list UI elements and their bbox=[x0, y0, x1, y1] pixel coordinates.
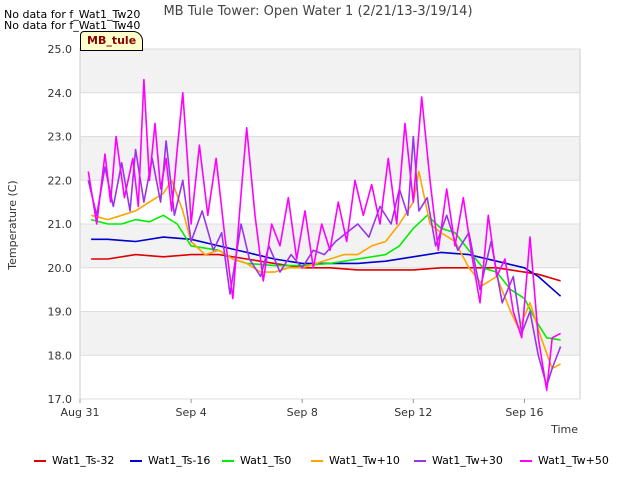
series-line-wat1-ts0 bbox=[90, 214, 561, 341]
x-tick-label: Sep 16 bbox=[505, 406, 543, 419]
y-tick-label: 23.0 bbox=[48, 131, 73, 144]
legend-swatch bbox=[34, 460, 46, 462]
legend-item: Wat1_Ts-32 bbox=[34, 454, 114, 468]
y-tick-label: 20.0 bbox=[48, 262, 73, 275]
series-lines bbox=[87, 78, 562, 392]
y-axis-ticks: 17.0 18.0 19.0 20.0 21.0 22.0 23.0 24.0 25.0 bbox=[48, 43, 73, 406]
y-tick-label: 18.0 bbox=[48, 349, 73, 362]
legend-item: Wat1_Tw+30 bbox=[414, 454, 503, 468]
plot-band bbox=[80, 49, 580, 93]
y-tick-label: 22.0 bbox=[48, 174, 73, 187]
y-axis-label: Temperature (C) bbox=[6, 180, 19, 270]
legend-label: Wat1_Ts-32 bbox=[52, 454, 115, 467]
series-line-wat1-ts-32 bbox=[91, 253, 561, 282]
legend-label: Wat1_Ts-16 bbox=[148, 454, 211, 467]
legend-item: Wat1_Tw+50 bbox=[520, 454, 609, 468]
legend-swatch bbox=[311, 460, 323, 462]
site-badge: MB_tule bbox=[80, 31, 144, 51]
y-tick-label: 19.0 bbox=[48, 306, 73, 319]
plot-bands bbox=[80, 49, 580, 356]
legend-label: Wat1_Tw+50 bbox=[538, 454, 609, 467]
legend-item: Wat1_Tw+10 bbox=[311, 454, 400, 468]
no-data-note-2: No data for f_Wat1_Tw40 bbox=[4, 19, 141, 32]
x-axis-ticks: Aug 31 Sep 4 Sep 8 Sep 12 Sep 16 bbox=[61, 399, 544, 419]
legend-swatch bbox=[414, 460, 426, 462]
chart-legend: Wat1_Ts-32 Wat1_Ts-16 Wat1_Ts0 Wat1_Tw+10 Wa… bbox=[0, 454, 640, 470]
plot-band bbox=[80, 311, 580, 356]
legend-swatch bbox=[520, 460, 532, 462]
x-axis-label: Time bbox=[550, 423, 578, 436]
chart-title: MB Tule Tower: Open Water 1 (2/21/13-3/1… bbox=[163, 4, 472, 19]
x-tick-label: Sep 8 bbox=[287, 406, 318, 419]
legend-swatch bbox=[222, 460, 234, 462]
legend-label: Wat1_Ts0 bbox=[240, 454, 292, 467]
series-line-wat1-tw-30 bbox=[87, 135, 562, 387]
x-tick-label: Sep 12 bbox=[394, 406, 432, 419]
legend-item: Wat1_Ts0 bbox=[222, 454, 291, 468]
legend-label: Wat1_Tw+10 bbox=[329, 454, 400, 467]
series-line-wat1-tw-50 bbox=[87, 78, 561, 392]
x-tick-label: Aug 31 bbox=[61, 406, 100, 419]
y-tick-label: 21.0 bbox=[48, 218, 73, 231]
y-tick-label: 24.0 bbox=[48, 87, 73, 100]
legend-item: Wat1_Ts-16 bbox=[130, 454, 210, 468]
y-tick-label: 17.0 bbox=[48, 393, 73, 406]
legend-label: Wat1_Tw+30 bbox=[432, 454, 503, 467]
y-tick-label: 25.0 bbox=[48, 43, 73, 56]
grid-lines bbox=[80, 48, 580, 400]
x-tick-label: Sep 4 bbox=[175, 406, 206, 419]
legend-swatch bbox=[130, 460, 142, 462]
no-data-note-1: No data for f_Wat1_Tw20 bbox=[4, 8, 141, 21]
